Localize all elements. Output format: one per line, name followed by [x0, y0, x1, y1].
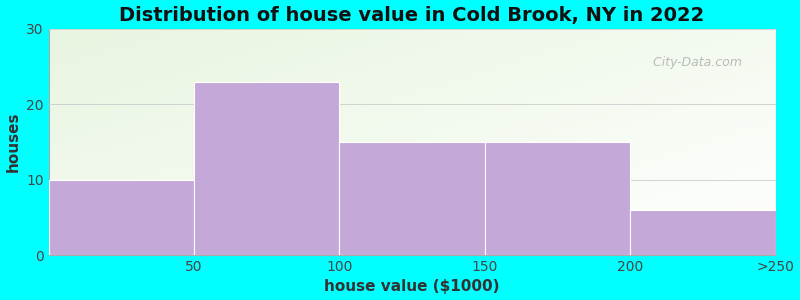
- Text: City-Data.com: City-Data.com: [645, 56, 742, 69]
- Bar: [630, 210, 775, 255]
- Bar: [194, 82, 339, 255]
- Bar: [485, 142, 630, 255]
- Y-axis label: houses: houses: [6, 112, 21, 172]
- Bar: [49, 180, 194, 255]
- Bar: [339, 142, 485, 255]
- X-axis label: house value ($1000): house value ($1000): [324, 279, 500, 294]
- Title: Distribution of house value in Cold Brook, NY in 2022: Distribution of house value in Cold Broo…: [119, 6, 705, 25]
